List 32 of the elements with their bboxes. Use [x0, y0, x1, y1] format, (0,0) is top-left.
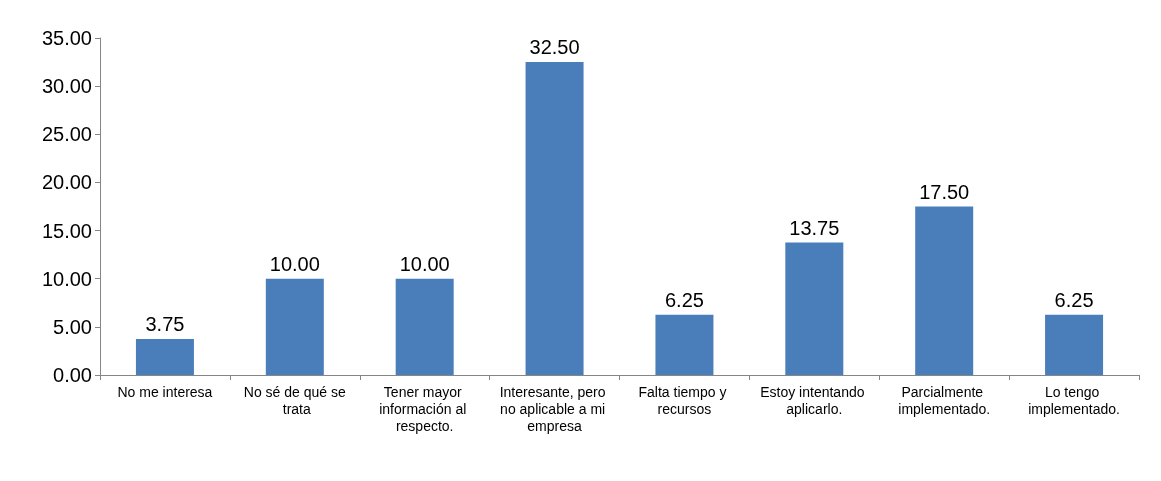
y-tick-label: 15.00 — [41, 219, 92, 242]
data-label: 13.75 — [789, 216, 840, 239]
x-tick-label: Parcialmente implementado. — [898, 383, 991, 417]
x-tick-label: No me interesa — [117, 383, 213, 400]
bar — [785, 242, 844, 375]
y-tick-label: 35.00 — [41, 27, 92, 49]
x-tick-label: Tener mayor información al respecto. — [379, 383, 471, 434]
bar — [1045, 314, 1104, 375]
bar — [525, 62, 584, 375]
x-tick-label: Interesante, pero no aplicable a mi empresa — [499, 383, 610, 434]
y-tick-label: 30.00 — [41, 75, 92, 98]
bar — [655, 314, 714, 375]
bar — [915, 206, 974, 375]
y-tick-label: 25.00 — [41, 123, 92, 146]
data-label: 6.25 — [1054, 288, 1094, 311]
data-label: 17.50 — [919, 180, 970, 203]
data-label: 10.00 — [399, 252, 450, 275]
bar — [265, 278, 324, 375]
data-label: 32.50 — [529, 36, 580, 59]
data-label: 6.25 — [664, 288, 704, 311]
x-tick-label: No sé de qué se trata — [243, 383, 346, 417]
x-tick-label: Falta tiempo y recursos — [638, 383, 731, 417]
x-tick-label: Lo tengo implementado. — [1028, 383, 1120, 417]
bar — [135, 338, 194, 375]
y-tick-label: 5.00 — [53, 315, 92, 338]
data-label: 3.75 — [145, 312, 185, 335]
y-tick-label: 0.00 — [53, 364, 92, 386]
x-tick-label: Estoy intentando aplicarlo. — [760, 383, 869, 417]
y-tick-label: 20.00 — [41, 171, 92, 194]
data-label: 10.00 — [269, 252, 320, 275]
y-tick-label: 10.00 — [41, 267, 92, 290]
bar — [395, 278, 454, 375]
